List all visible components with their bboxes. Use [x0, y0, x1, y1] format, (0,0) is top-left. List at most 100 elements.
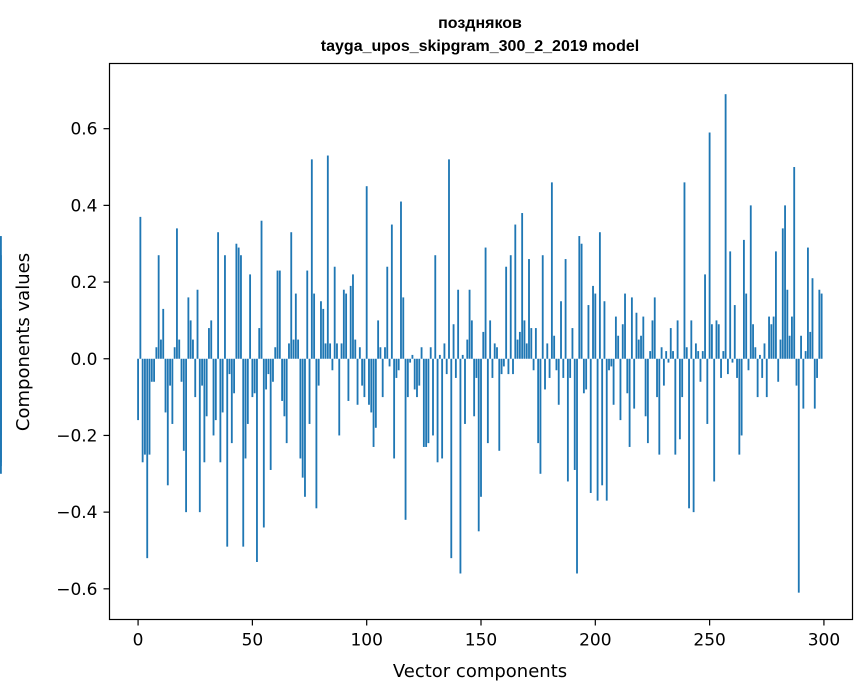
bar — [171, 358, 174, 424]
bar — [205, 358, 208, 417]
bar — [795, 358, 798, 386]
bar — [733, 305, 736, 359]
bar — [409, 358, 412, 363]
bar — [706, 358, 709, 424]
bar — [448, 159, 450, 359]
bar — [775, 251, 777, 359]
bar — [230, 358, 233, 444]
bar — [742, 239, 745, 359]
bar — [596, 358, 599, 501]
bar — [502, 358, 505, 367]
bar — [388, 358, 391, 367]
bar — [377, 320, 380, 359]
bar — [464, 358, 466, 424]
chart-title: поздняков — [438, 15, 522, 32]
bar — [368, 358, 370, 405]
bar — [562, 358, 565, 378]
bar — [626, 358, 629, 394]
bar — [818, 289, 821, 359]
bar — [736, 358, 738, 378]
bar — [573, 358, 576, 470]
bar — [226, 358, 229, 547]
bar — [516, 339, 519, 359]
bar — [804, 351, 807, 359]
bar — [484, 247, 487, 359]
bar — [381, 358, 384, 398]
bar — [459, 358, 462, 574]
bar — [473, 358, 476, 417]
bar — [237, 247, 240, 359]
bar — [244, 358, 247, 459]
bar — [486, 358, 489, 444]
bar — [416, 358, 418, 398]
bar — [308, 358, 311, 424]
bar — [505, 266, 508, 359]
bar — [217, 232, 220, 359]
bar — [340, 343, 343, 359]
bar — [669, 328, 672, 359]
bar — [498, 358, 501, 451]
bar — [532, 358, 535, 371]
bar — [418, 358, 421, 386]
bar — [813, 358, 816, 409]
bar — [612, 358, 615, 405]
bar — [228, 358, 231, 375]
bar — [233, 358, 236, 394]
bar — [610, 358, 613, 367]
bar — [617, 335, 620, 359]
bar — [214, 358, 217, 421]
y-tick-label: −0.2 — [56, 426, 97, 446]
bar — [592, 285, 594, 359]
bar — [164, 358, 167, 413]
bar — [354, 339, 357, 359]
bar — [738, 358, 741, 455]
bar — [701, 351, 704, 359]
bar — [717, 324, 720, 359]
bar — [537, 358, 540, 444]
y-axis-label: Components values — [13, 253, 34, 431]
bar — [262, 358, 265, 528]
bar — [384, 347, 386, 359]
bar — [708, 132, 711, 359]
bar-series — [0, 94, 823, 593]
bar — [358, 347, 361, 359]
bar — [157, 255, 160, 359]
bar — [256, 358, 258, 562]
bar — [475, 358, 478, 378]
bar — [301, 358, 304, 478]
bar — [242, 358, 245, 547]
bar — [672, 351, 674, 359]
bar — [585, 358, 588, 390]
bar — [676, 320, 679, 359]
bar — [630, 297, 633, 359]
bar — [420, 347, 423, 359]
bar — [491, 358, 494, 378]
bar — [315, 358, 318, 509]
bar — [338, 358, 341, 436]
bar — [249, 274, 252, 359]
bar — [594, 293, 597, 359]
bar — [724, 94, 727, 359]
bar — [176, 228, 178, 359]
bar — [429, 347, 432, 359]
bar — [413, 358, 416, 390]
bar — [443, 343, 446, 359]
x-tick-label: 200 — [579, 631, 611, 651]
bar — [406, 358, 409, 398]
bar — [189, 320, 192, 359]
bar — [820, 293, 823, 359]
bar — [283, 358, 286, 417]
bar — [153, 358, 155, 382]
bar — [765, 358, 768, 398]
bar — [642, 316, 645, 359]
bar — [313, 293, 316, 359]
bar — [553, 335, 556, 359]
bar — [514, 224, 517, 359]
bar — [185, 358, 187, 513]
bar — [150, 358, 153, 382]
bar — [678, 358, 681, 440]
bar — [395, 358, 398, 378]
bar — [653, 297, 656, 359]
bar — [470, 320, 473, 359]
bar — [644, 358, 647, 417]
